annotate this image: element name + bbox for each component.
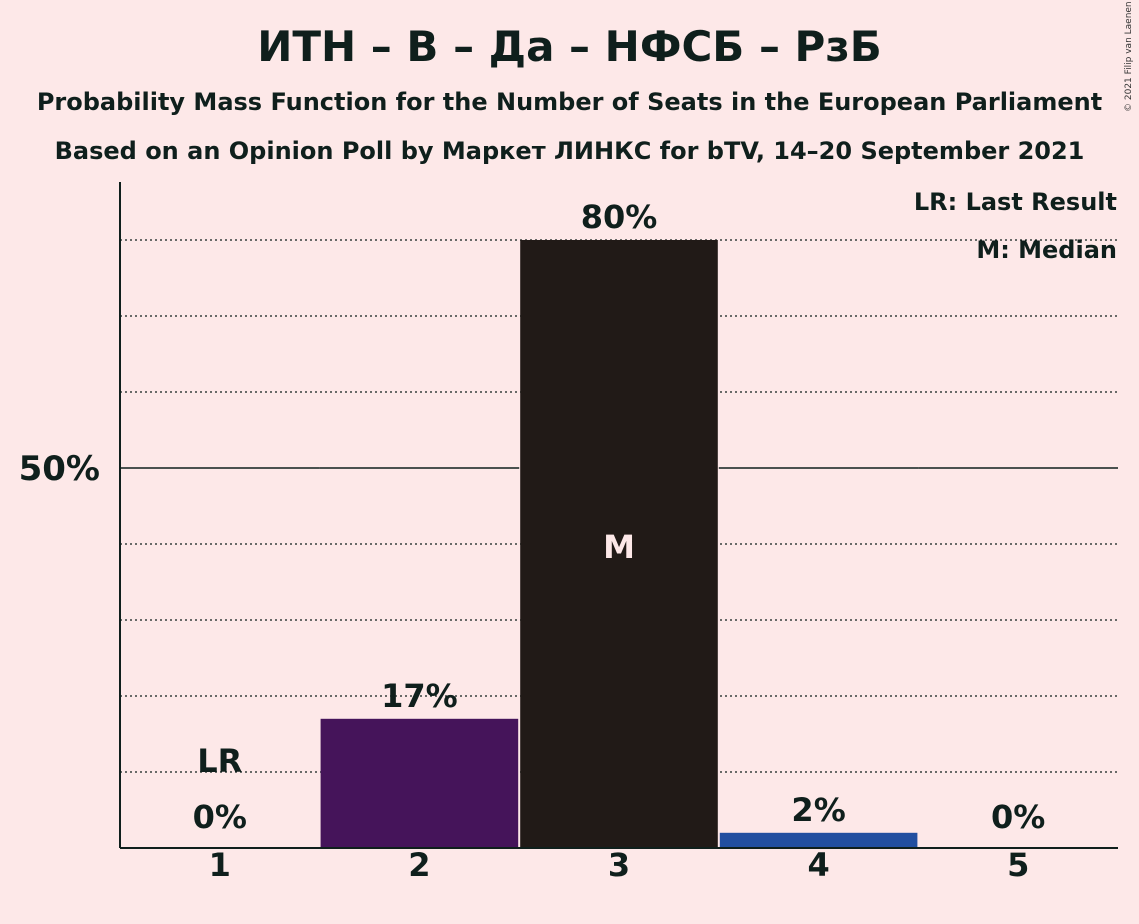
x-tick-label-2: 2 [408, 846, 430, 884]
data-label-3: 80% [581, 198, 658, 236]
data-label-1: 0% [193, 798, 247, 836]
y-tick-label-50: 50% [19, 449, 100, 489]
chart-subtitle-2: Based on an Opinion Poll by Маркет ЛИНКС… [54, 137, 1085, 165]
chart-title: ИТН – В – Да – НФСБ – РзБ [257, 22, 882, 71]
data-label-2: 17% [381, 677, 458, 715]
chart-subtitle-1: Probability Mass Function for the Number… [36, 88, 1103, 116]
bar-3 [520, 240, 718, 848]
data-label-5: 0% [991, 798, 1045, 836]
x-tick-label-1: 1 [209, 846, 231, 884]
bar-2 [320, 718, 519, 848]
data-label-4: 2% [791, 791, 845, 829]
median-marker: M [603, 528, 635, 566]
last-result-marker: LR [197, 742, 242, 780]
bar-4 [719, 832, 918, 848]
x-tick-label-4: 4 [807, 846, 829, 884]
x-tick-label-5: 5 [1007, 846, 1029, 884]
legend-entry-1: M: Median [976, 236, 1117, 264]
legend-entry-0: LR: Last Result [914, 188, 1117, 216]
x-tick-label-3: 3 [608, 846, 630, 884]
